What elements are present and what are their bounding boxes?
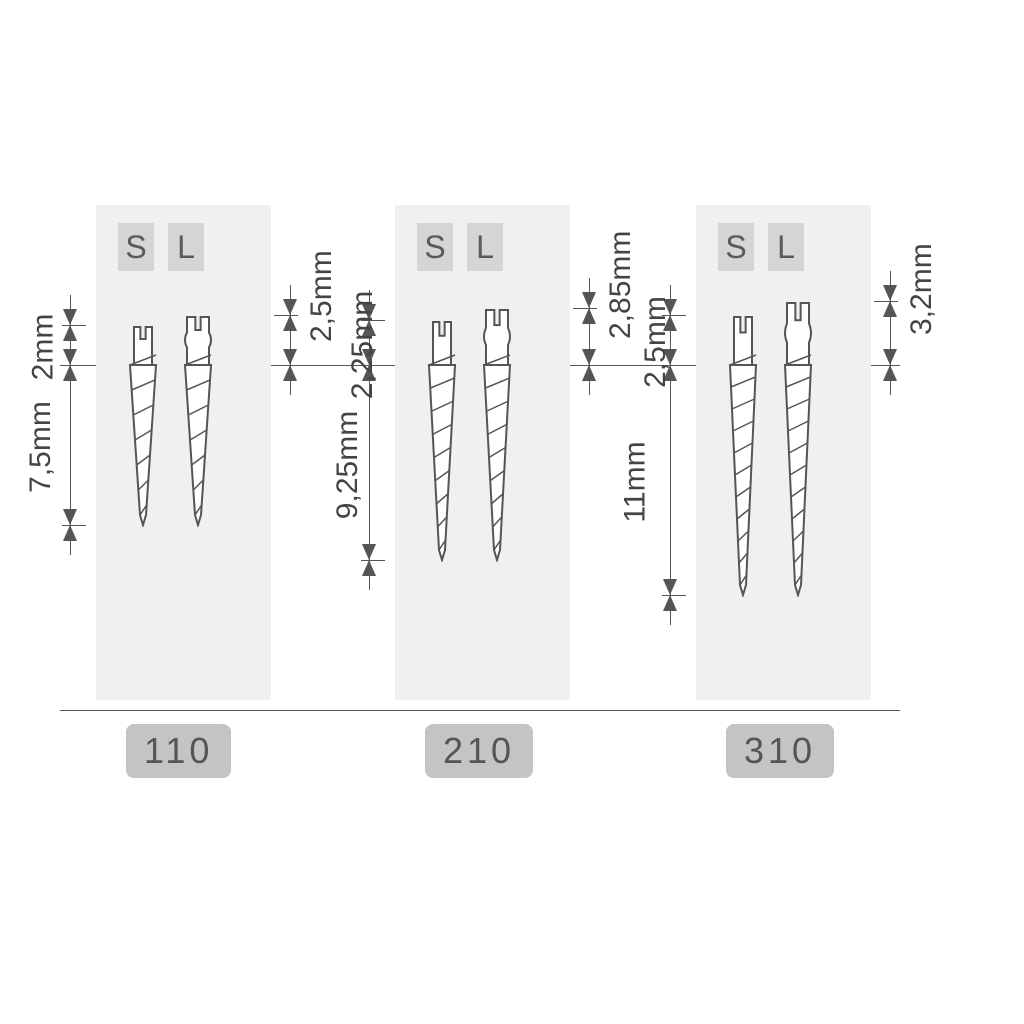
post-l-icon — [780, 301, 816, 597]
post-l-icon — [180, 315, 216, 527]
dim-left-bottom: 9,25mm — [331, 410, 365, 518]
s-badge: S — [417, 223, 453, 271]
l-badge: L — [768, 223, 804, 271]
post-s-icon — [125, 325, 161, 527]
post-s-icon — [424, 320, 460, 562]
l-badge: L — [168, 223, 204, 271]
dim-right-top: 2,5mm — [305, 250, 339, 342]
s-badge: S — [118, 223, 154, 271]
dim-left-bottom: 7,5mm — [24, 401, 58, 493]
dim-left-top: 2,25mm — [346, 290, 380, 398]
dim-right-top: 2,85mm — [604, 230, 638, 338]
post-s-icon — [725, 315, 761, 597]
l-badge: L — [467, 223, 503, 271]
s-badge: S — [718, 223, 754, 271]
dim-right-top: 3,2mm — [905, 243, 939, 335]
post-l-icon — [479, 308, 515, 562]
dim-left-top: 2,5mm — [639, 296, 673, 388]
dim-left-bottom: 11mm — [619, 441, 653, 522]
size-badge: 110 — [126, 724, 231, 778]
size-badge: 210 — [425, 724, 533, 778]
dim-left-top: 2mm — [26, 314, 60, 381]
baseline-bottom — [60, 710, 900, 711]
size-badge: 310 — [726, 724, 834, 778]
